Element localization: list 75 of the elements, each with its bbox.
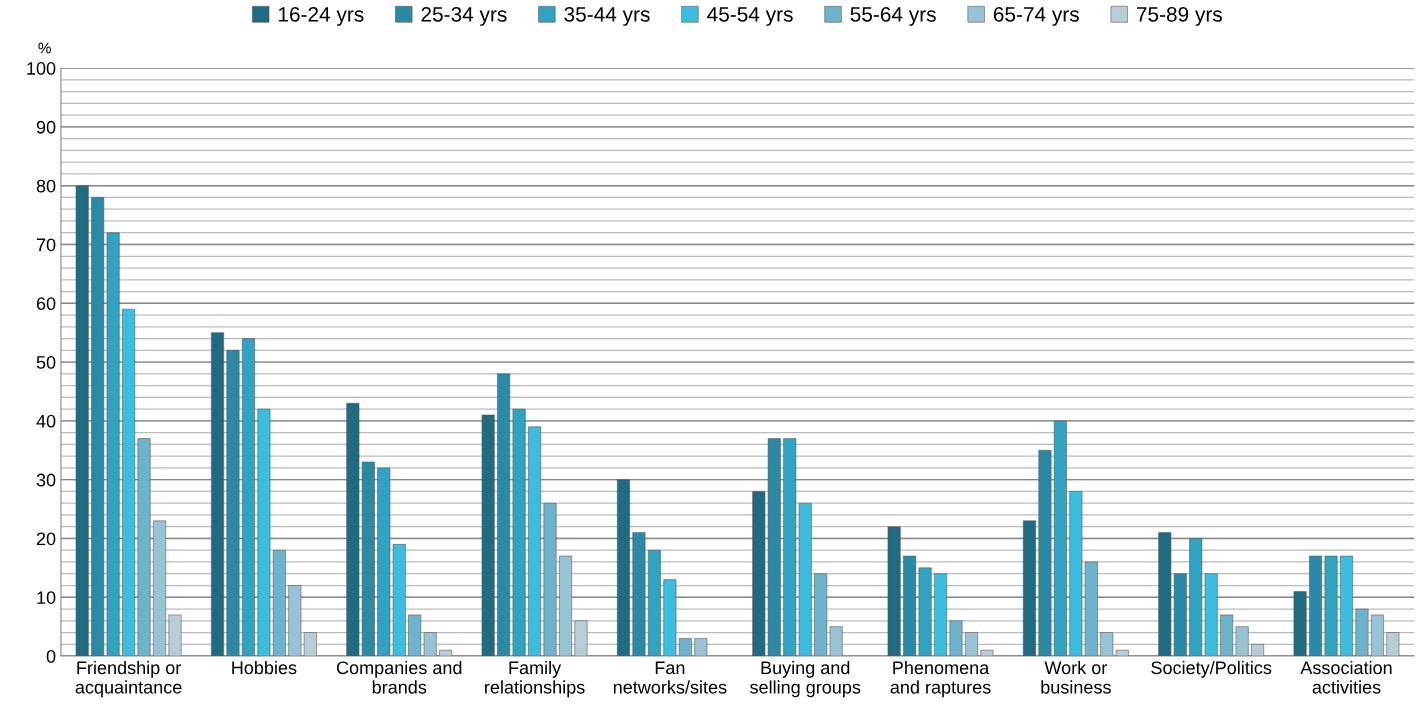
bar	[211, 332, 224, 657]
bar	[1220, 614, 1234, 657]
bar	[75, 185, 89, 657]
y-tick-label: 40	[36, 414, 56, 428]
y-tick-label: 90	[36, 120, 56, 134]
bar	[903, 555, 917, 657]
bar	[1309, 555, 1323, 657]
y-tick-label: 60	[36, 297, 56, 311]
bar	[226, 350, 240, 657]
bar	[1340, 555, 1353, 657]
bar	[965, 632, 978, 657]
bar	[91, 197, 105, 657]
bar	[481, 414, 495, 657]
bar	[528, 426, 542, 657]
bar	[1022, 520, 1036, 657]
legend-label: 55-64 yrs	[850, 6, 936, 26]
bar	[918, 567, 932, 657]
bar	[1038, 450, 1052, 657]
x-tick-label: Friendship or acquaintance	[75, 660, 182, 698]
x-tick-label: Work or business	[1041, 660, 1111, 694]
y-tick-label: 80	[36, 179, 56, 193]
bar	[272, 549, 286, 657]
bar	[257, 408, 271, 657]
bar	[694, 638, 708, 657]
bar	[153, 520, 166, 657]
legend-label: 16-24 yrs	[278, 6, 364, 26]
y-tick-label: 0	[46, 649, 56, 663]
bar	[559, 555, 572, 657]
bar	[949, 620, 963, 657]
bar	[1324, 555, 1338, 657]
bar	[497, 373, 511, 657]
bar	[1251, 644, 1265, 657]
x-tick-label: Phenomena and raptures	[890, 660, 991, 698]
bar	[1386, 632, 1400, 657]
bar	[678, 638, 692, 657]
legend-label: 45-54 yrs	[707, 7, 793, 26]
x-tick-label: Fan networks/sites	[613, 661, 727, 694]
bar	[1370, 614, 1384, 657]
legend-label: 35-44 yrs	[564, 6, 650, 26]
x-tick-label: Companies and brands	[336, 660, 462, 694]
y-tick-label: 70	[36, 238, 56, 252]
y-tick-label: 50	[36, 356, 56, 369]
x-tick-label: Society/Politics	[1151, 660, 1272, 678]
y-tick-label: 30	[36, 473, 56, 487]
bar	[168, 614, 182, 657]
legend-label: 65-74 yrs	[993, 6, 1079, 26]
bar	[439, 649, 453, 657]
y-axis-title: %	[38, 42, 51, 54]
legend-label: 75-89 yrs	[1136, 6, 1222, 26]
bar	[617, 479, 630, 657]
bar	[1293, 591, 1307, 657]
y-tick-label: 10	[37, 591, 56, 604]
legend-label: 25-34 yrs	[421, 6, 507, 26]
bar	[574, 620, 588, 657]
bar	[887, 526, 901, 657]
bar	[663, 579, 677, 657]
bar	[1355, 608, 1369, 657]
x-tick-label: Family relationships	[485, 660, 585, 698]
bar	[934, 573, 947, 657]
x-tick-label: Association activities	[1300, 660, 1392, 694]
bar	[1235, 626, 1249, 657]
bar	[543, 502, 557, 657]
bar	[1053, 420, 1067, 657]
y-tick-label: 20	[36, 532, 56, 546]
bar	[122, 308, 136, 657]
bar	[106, 232, 120, 657]
y-tick-label: 100	[27, 62, 56, 75]
bar	[241, 338, 255, 657]
x-tick-label: Buying and selling groups	[750, 660, 861, 698]
bar	[512, 408, 526, 657]
bar	[632, 532, 646, 657]
bar	[137, 438, 151, 657]
bar	[647, 549, 661, 657]
bar	[980, 649, 994, 657]
x-tick-label: Hobbies	[232, 660, 297, 675]
